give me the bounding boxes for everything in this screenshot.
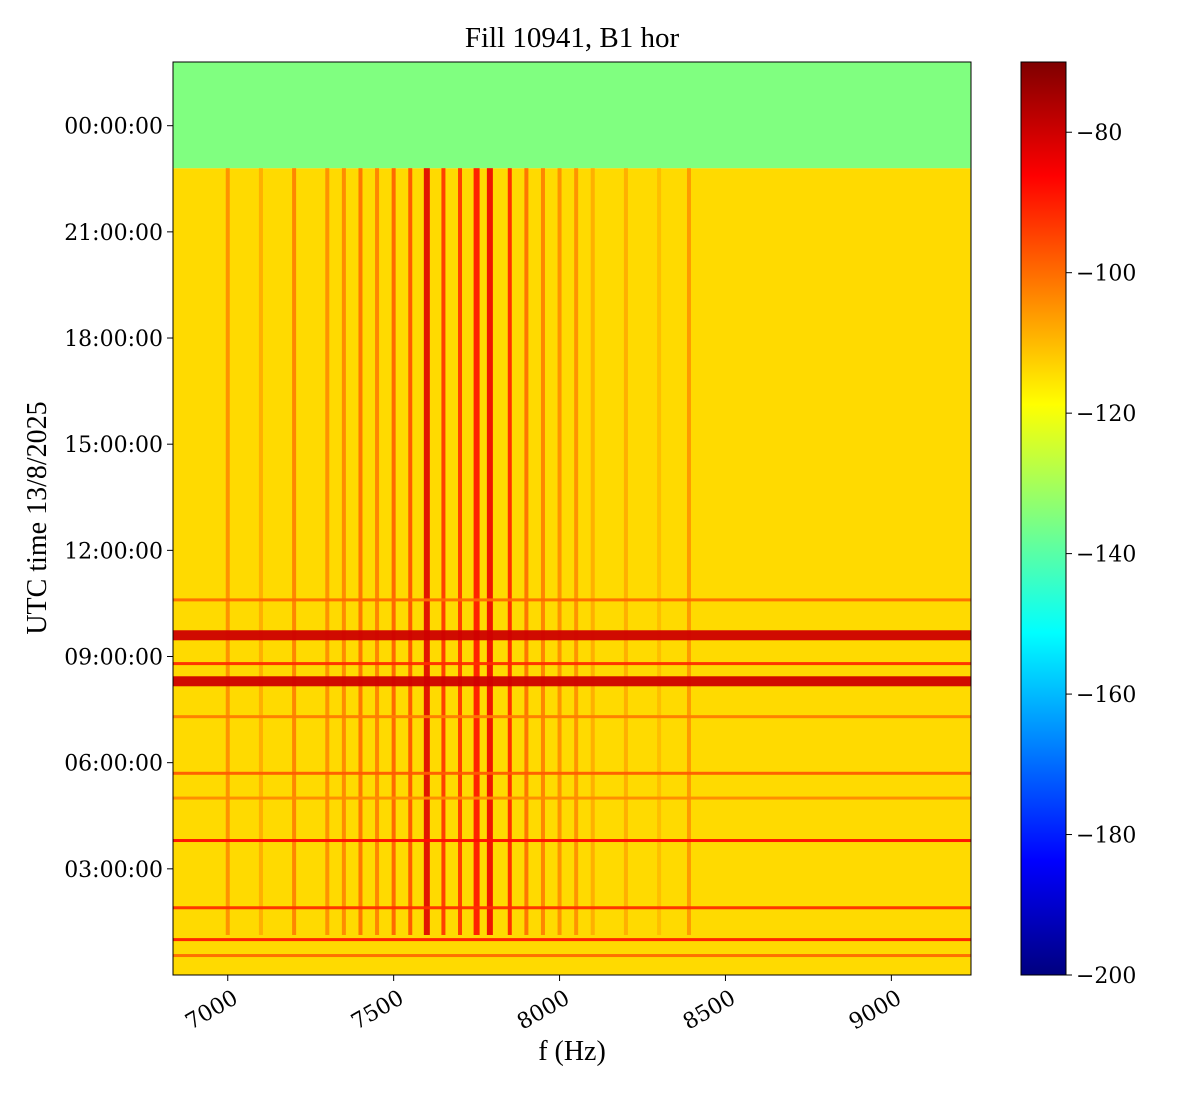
horizontal-band xyxy=(173,938,971,942)
colorbar-tick-label: −180 xyxy=(1076,824,1136,849)
spectral-line xyxy=(623,168,628,936)
colorbar-tick-label: −120 xyxy=(1076,402,1136,427)
spectral-line xyxy=(358,168,363,936)
x-axis-ticks: 7000 7500 8000 8500 9000 xyxy=(181,975,906,1035)
horizontal-band xyxy=(173,715,971,719)
horizontal-band xyxy=(173,771,971,775)
spectral-line xyxy=(557,168,562,936)
spectral-line xyxy=(391,168,396,936)
colorbar-tick-label: −100 xyxy=(1076,262,1136,287)
spectral-line xyxy=(458,168,463,936)
spectral-line xyxy=(590,168,595,936)
horizontal-band xyxy=(173,839,971,843)
horizontal-band xyxy=(173,796,971,800)
y-tick-label: 09:00:00 xyxy=(64,646,163,671)
y-tick-label: 21:00:00 xyxy=(64,221,163,246)
plot-frame xyxy=(172,61,972,976)
spectral-line xyxy=(507,168,512,936)
chart-title: Fill 10941, B1 hor xyxy=(464,22,680,54)
horizontal-band xyxy=(173,630,971,641)
spectral-line xyxy=(258,168,263,936)
spectral-line xyxy=(325,168,330,936)
spectral-line xyxy=(657,168,662,936)
colorbar-tick-label: −160 xyxy=(1076,683,1136,708)
y-tick-label: 18:00:00 xyxy=(64,327,163,352)
spectral-line xyxy=(341,168,346,936)
y-axis-ticks: 03:00:00 06:00:00 09:00:00 12:00:00 15:00:00… xyxy=(64,115,173,883)
spectral-line xyxy=(225,168,230,936)
y-axis-label: UTC time 13/8/2025 xyxy=(22,401,53,635)
y-tick-label: 12:00:00 xyxy=(64,539,163,564)
vertical-lines xyxy=(225,168,691,936)
x-axis-label: f (Hz) xyxy=(538,1036,606,1067)
spectral-line xyxy=(292,168,297,936)
horizontal-band xyxy=(173,662,971,666)
colorbar-tick-label: −140 xyxy=(1076,543,1136,568)
horizontal-band xyxy=(173,598,971,602)
colorbar-tick-label: −80 xyxy=(1076,121,1122,146)
spectral-line xyxy=(441,168,446,936)
horizontal-bands xyxy=(173,598,971,958)
colorbar xyxy=(1020,61,1067,976)
spectral-line xyxy=(574,168,579,936)
x-tick-label: 8500 xyxy=(679,986,740,1036)
horizontal-band xyxy=(173,676,971,687)
colorbar-tick-label: −200 xyxy=(1076,964,1136,989)
y-tick-label: 03:00:00 xyxy=(64,858,163,883)
x-tick-label: 8000 xyxy=(513,986,574,1036)
plot-area xyxy=(173,62,971,975)
y-tick-label: 06:00:00 xyxy=(64,752,163,777)
spectral-line xyxy=(375,168,380,936)
horizontal-band xyxy=(173,954,971,958)
y-tick-label: 00:00:00 xyxy=(64,115,163,140)
spectral-line xyxy=(473,168,480,936)
spectral-line xyxy=(540,168,545,936)
x-tick-label: 7000 xyxy=(181,986,242,1036)
spectral-line xyxy=(423,168,430,936)
spectral-line xyxy=(408,168,413,936)
colorbar-ticks: −200 −180 −160 −140 −120 −100 −80 xyxy=(1066,121,1136,989)
spectral-line xyxy=(686,168,691,936)
x-tick-label: 7500 xyxy=(347,986,408,1036)
y-tick-label: 15:00:00 xyxy=(64,433,163,458)
horizontal-band xyxy=(173,906,971,910)
spectral-line xyxy=(524,168,529,936)
x-tick-label: 9000 xyxy=(845,986,906,1036)
pre-fill-band xyxy=(173,62,971,169)
spectral-line xyxy=(486,168,493,936)
